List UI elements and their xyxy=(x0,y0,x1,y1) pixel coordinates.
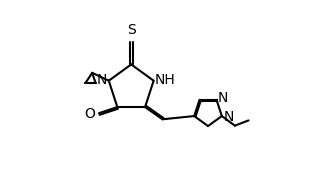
Text: S: S xyxy=(127,23,136,37)
Text: N: N xyxy=(97,73,108,87)
Text: O: O xyxy=(84,107,95,121)
Text: NH: NH xyxy=(155,73,176,87)
Text: N: N xyxy=(223,110,234,124)
Text: N: N xyxy=(218,92,228,105)
